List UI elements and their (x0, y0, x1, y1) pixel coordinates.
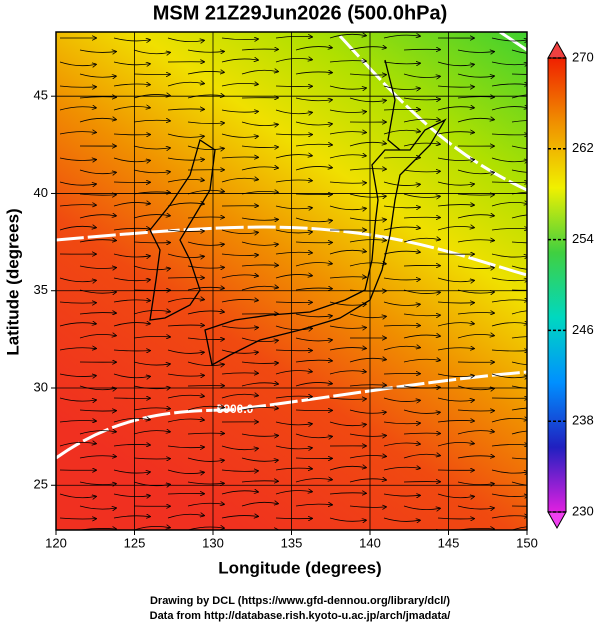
credit: Data from http://database.rish.kyoto-u.a… (150, 610, 451, 622)
x-tick-label: 140 (359, 535, 381, 550)
y-tick-label: 30 (34, 379, 48, 394)
colorbar (548, 58, 566, 512)
y-tick-label: 40 (34, 185, 48, 200)
colorbar-tick-label: 262 (572, 140, 594, 155)
x-tick-label: 120 (45, 535, 67, 550)
x-tick-label: 130 (202, 535, 224, 550)
x-axis-label: Longitude (degrees) (218, 558, 381, 577)
y-tick-label: 35 (34, 282, 48, 297)
colorbar-tick-label: 238 (572, 413, 594, 428)
credit: Drawing by DCL (https://www.gfd-dennou.o… (150, 595, 450, 607)
colorbar-cap (548, 512, 566, 528)
colorbar-tick-label: 270 (572, 49, 594, 64)
x-tick-label: 135 (281, 535, 303, 550)
streamline (512, 242, 548, 243)
y-axis-label: Latitude (degrees) (3, 208, 22, 355)
x-tick-label: 145 (438, 535, 460, 550)
y-tick-label: 45 (34, 88, 48, 103)
colorbar-cap (548, 42, 566, 58)
colorbar-tick-label: 246 (572, 322, 594, 337)
colorbar-tick-label: 230 (572, 503, 594, 518)
colorbar-tick-label: 254 (572, 231, 594, 246)
x-tick-label: 125 (124, 535, 146, 550)
y-tick-label: 25 (34, 477, 48, 492)
chart-title: MSM 21Z29Jun2026 (500.0hPa) (153, 2, 448, 24)
x-tick-label: 150 (516, 535, 538, 550)
